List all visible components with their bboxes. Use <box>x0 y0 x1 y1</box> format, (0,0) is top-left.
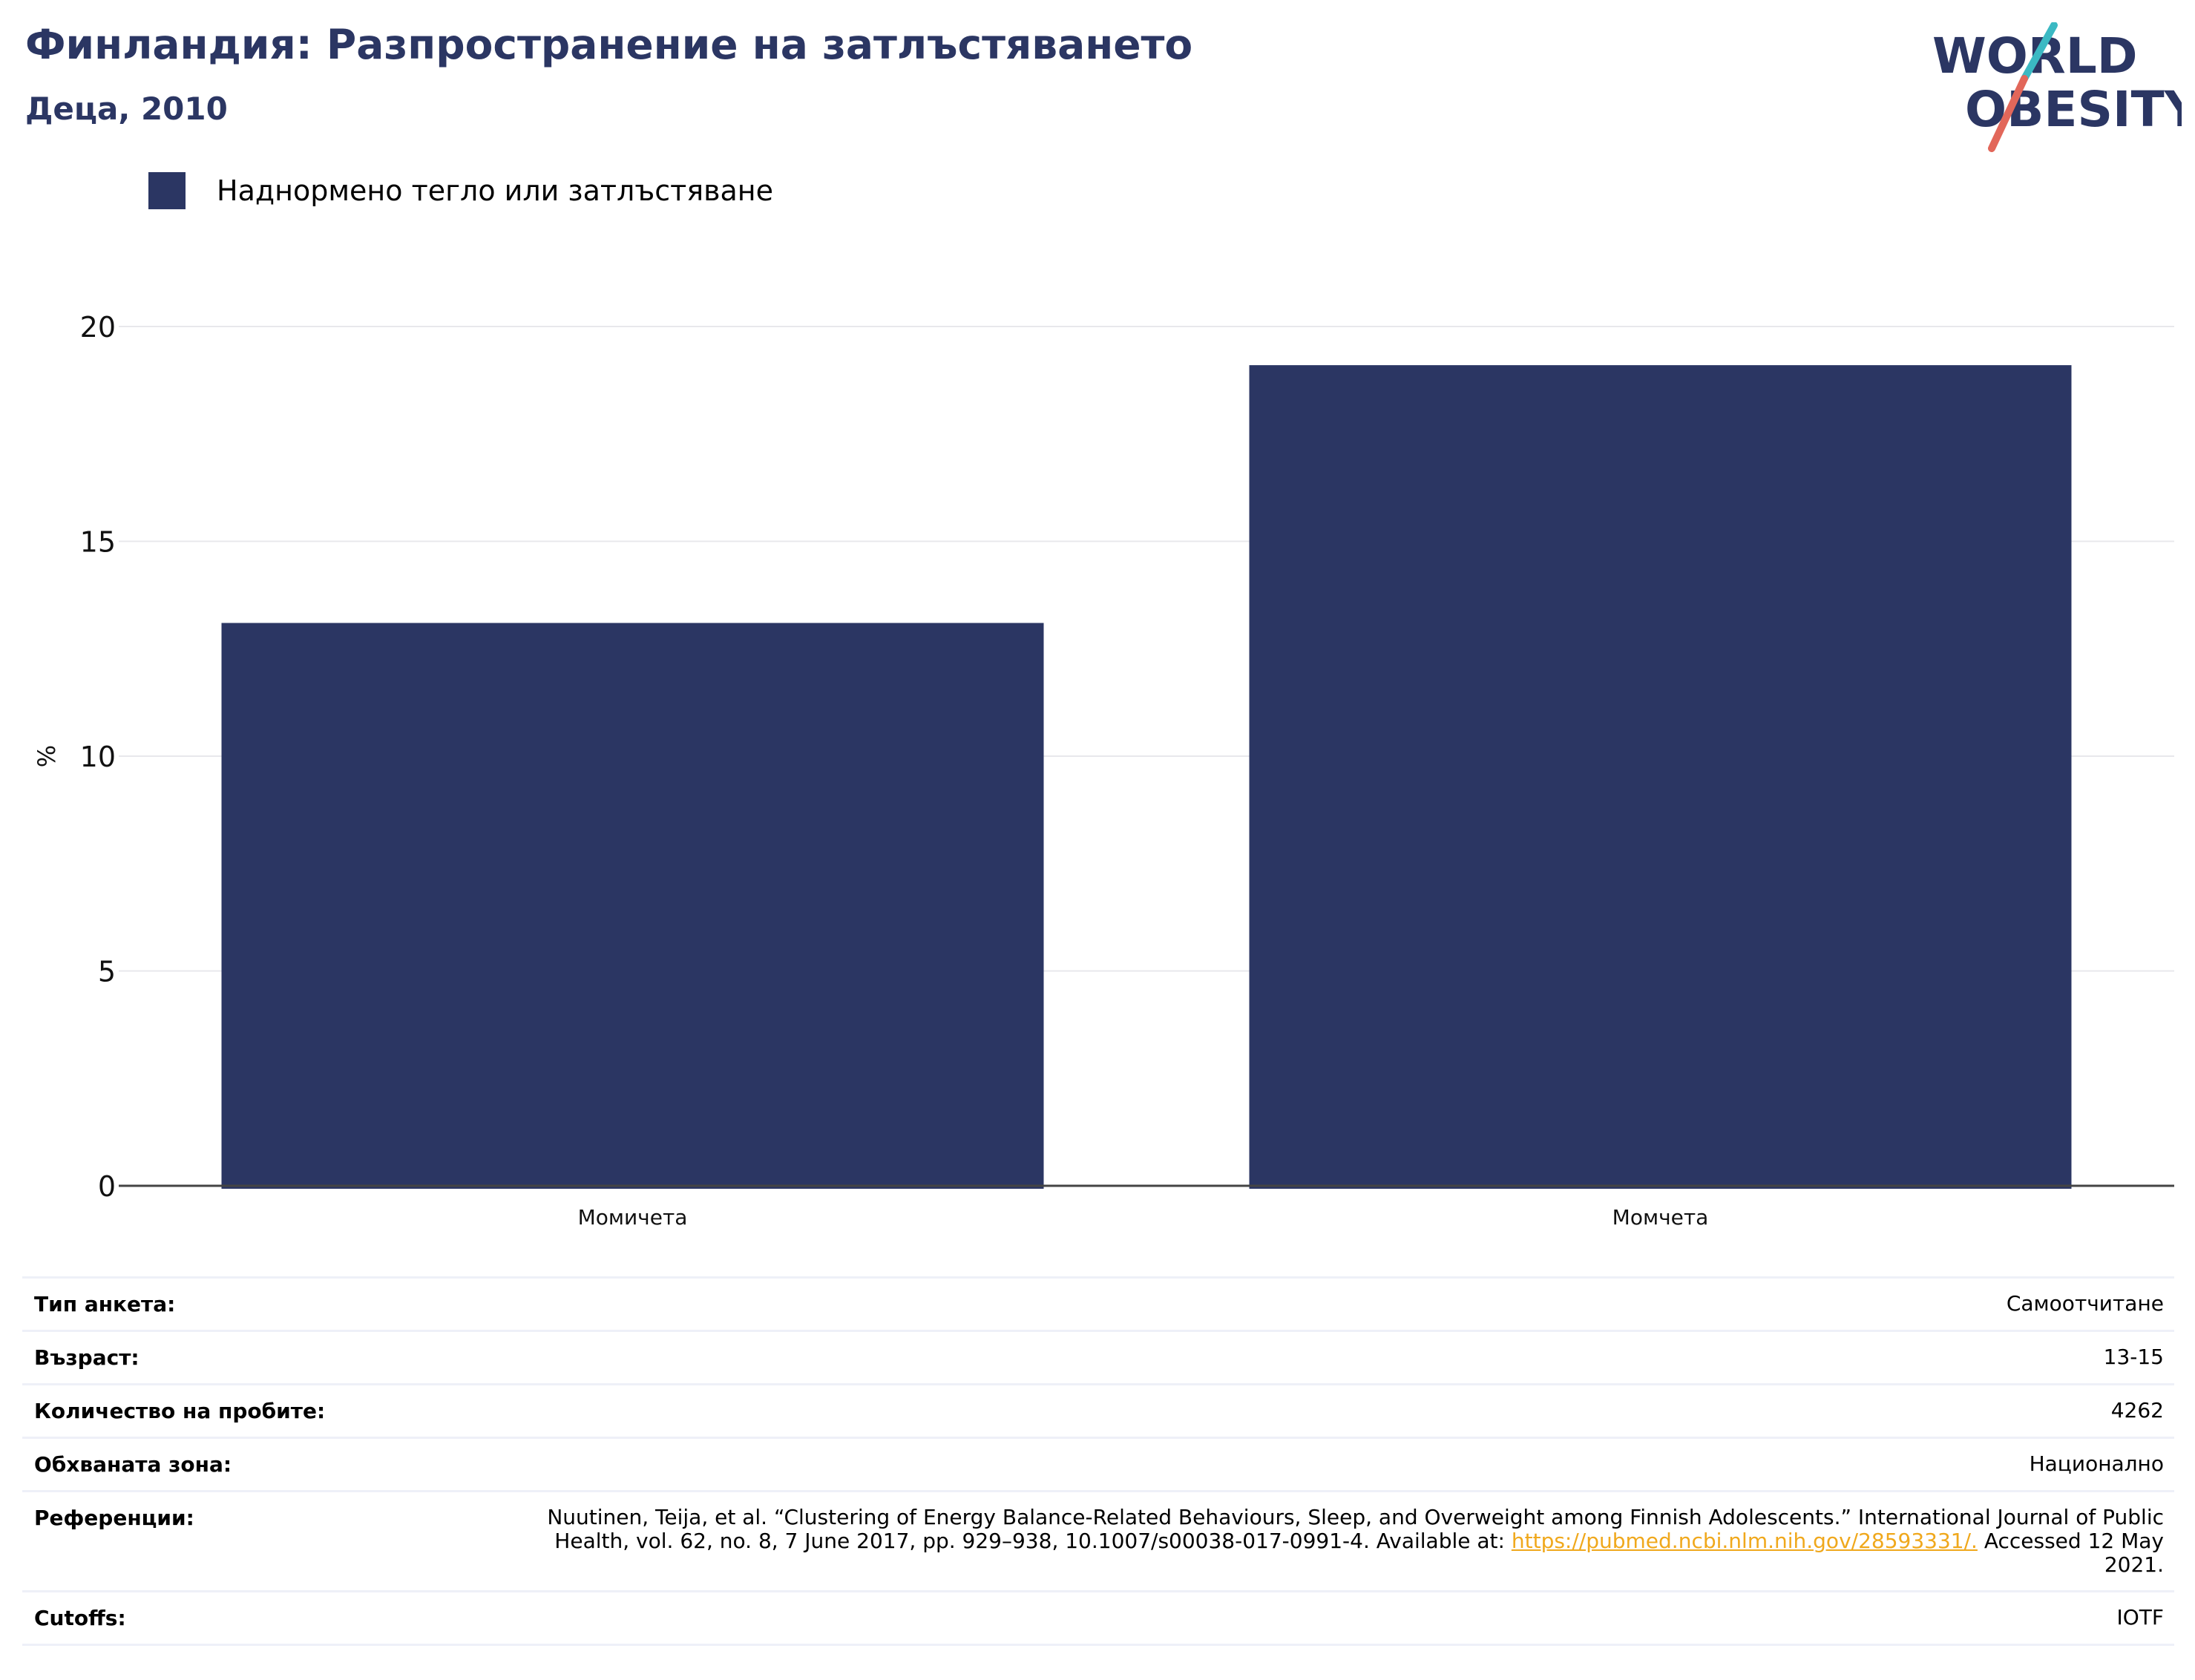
legend-label: Наднормено тегло или затлъстяване <box>217 174 773 207</box>
chart-subtitle: Деца, 2010 <box>25 91 228 127</box>
info-key: Референции: <box>34 1506 194 1530</box>
info-value: Самоотчитане <box>2006 1291 2164 1316</box>
bar-chart: 0 5 10 15 20% Момичета Момчета <box>33 311 2174 1230</box>
info-key: Cutoffs: <box>34 1606 126 1630</box>
bar <box>1249 365 2072 1189</box>
info-row-cutoffs: Cutoffs: IOTF <box>22 1590 2174 1646</box>
info-value: 4262 <box>2110 1398 2164 1423</box>
info-value: 13-15 <box>2103 1345 2164 1369</box>
x-tick-label: Момчета <box>1612 1205 1709 1230</box>
survey-info-table: Тип анкета: Самоотчитане Възраст: 13-15 … <box>22 1276 2174 1646</box>
info-key: Обхваната зона: <box>34 1452 232 1477</box>
y-axis-title: % <box>33 745 61 767</box>
info-row-area: Обхваната зона: Национално <box>22 1437 2174 1490</box>
reference-link[interactable]: https://pubmed.ncbi.nlm.nih.gov/28593331… <box>1511 1529 1978 1553</box>
logo-slash-teal <box>2021 22 2058 82</box>
chart-title: Финландия: Разпространение на затлъстява… <box>25 21 1193 68</box>
y-tick-label: 15 <box>80 526 116 559</box>
reference-text: Nuutinen, Teija, et al. “Clustering of E… <box>531 1506 2164 1577</box>
bar <box>221 623 1044 1189</box>
y-tick-label: 0 <box>98 1170 116 1203</box>
info-row-survey-type: Тип анкета: Самоотчитане <box>22 1276 2174 1330</box>
info-row-references: Референции: Nuutinen, Teija, et al. “Clu… <box>22 1490 2174 1590</box>
y-tick-label: 10 <box>80 741 116 773</box>
reference-citation: Nuutinen, Teija, et al. “Clustering of E… <box>547 1505 2164 1553</box>
logo-slash-red <box>1988 75 2028 152</box>
world-obesity-logo: WORLD OBESITY <box>1932 22 2182 152</box>
y-tick-label: 20 <box>80 311 116 344</box>
legend-swatch <box>148 172 186 209</box>
info-value: Национално <box>2029 1451 2164 1476</box>
reference-accessed: Accessed 12 May 2021. <box>1977 1529 2164 1577</box>
legend[interactable]: Наднормено тегло или затлъстяване <box>148 172 773 209</box>
x-tick-label: Момичета <box>578 1205 688 1230</box>
info-key: Количество на пробите: <box>34 1399 326 1423</box>
y-tick-label: 5 <box>98 956 116 988</box>
info-row-sample-size: Количество на пробите: 4262 <box>22 1383 2174 1437</box>
info-value: IOTF <box>2116 1605 2164 1630</box>
info-key: Възраст: <box>34 1345 140 1370</box>
info-row-age: Възраст: 13-15 <box>22 1330 2174 1383</box>
info-key: Тип анкета: <box>34 1292 176 1316</box>
